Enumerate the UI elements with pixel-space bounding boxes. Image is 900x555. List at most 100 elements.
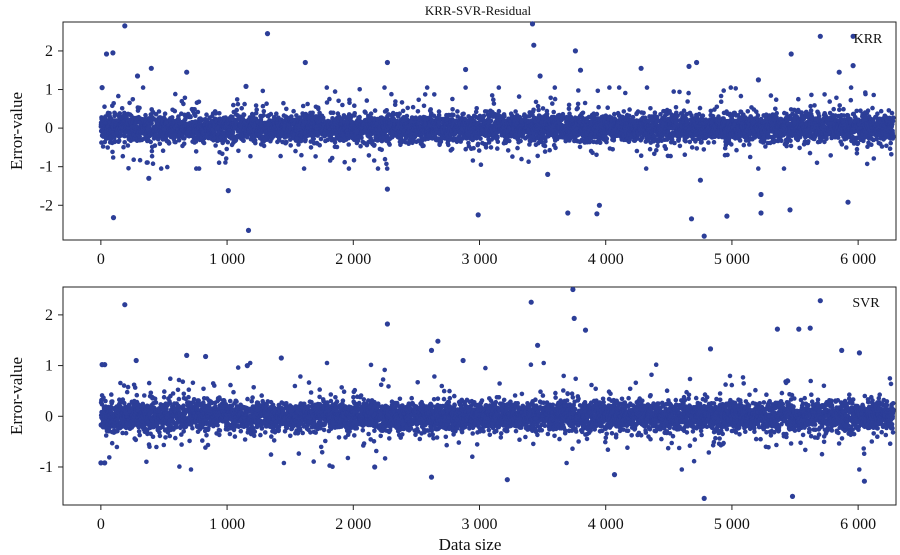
krr-data-point [308,145,314,150]
krr-data-point [424,85,430,90]
krr-data-point [387,142,392,147]
krr-data-point [384,161,389,167]
krr-data-point [213,143,218,148]
krr-data-point [421,143,426,148]
krr-data-point [347,100,352,106]
krr-data-point [122,133,127,139]
krr-data-point [182,95,188,101]
krr-data-point [158,166,164,171]
krr-data-point [260,88,266,94]
krr-data-point [182,136,187,141]
krr-data-point [725,152,730,158]
krr-data-point [689,145,695,150]
krr-data-point [663,146,669,151]
krr-data-point [432,92,437,97]
krr-data-point [116,93,121,99]
krr-data-point [714,104,720,110]
krr-data-point [685,99,690,104]
krr-data-point [157,141,163,147]
krr-data-point [332,89,338,94]
krr-data-point [327,96,332,102]
krr-data-point [421,103,427,109]
krr-data-point [371,158,377,163]
krr-data-point [281,100,286,106]
krr-data-point [415,109,421,114]
krr-data-point [284,106,289,112]
krr-data-point [193,113,198,118]
krr-data-point [516,94,522,99]
krr-data-point [288,143,294,148]
krr-data-point [455,109,460,114]
krr-data-point [111,101,116,106]
krr-data-point [495,135,500,140]
krr-data-point [235,101,241,107]
krr-data-point [612,111,617,117]
krr-data-point [634,148,640,154]
krr-data-point [597,140,603,145]
krr-data-point [718,99,724,104]
krr-data-point [547,147,552,153]
krr-data-point [446,142,451,148]
krr-data-point [126,166,131,171]
krr-data-point [324,85,330,90]
krr-data-point [488,145,494,150]
krr-data-point [502,113,507,119]
krr-data-point [575,105,580,111]
krr-data-point [113,112,118,117]
krr-data-point [673,105,679,110]
krr-data-point [236,148,241,154]
krr-data-point [140,85,146,90]
krr-data-point [399,100,405,105]
krr-data-point [100,144,106,149]
krr-data-point [721,88,726,93]
krr-data-point [604,136,610,141]
krr-data-point [346,166,352,171]
krr-data-point [316,106,321,112]
krr-data-point [478,162,484,167]
krr-data-point [176,138,182,143]
krr-data-point [607,85,612,90]
krr-data-point [611,138,617,143]
krr-data-point [278,153,283,159]
krr-data-point [112,138,118,144]
krr-data-point [594,111,600,117]
krr-points [98,21,896,239]
krr-data-point [303,137,308,142]
krr-data-point [162,111,168,116]
krr-data-point [366,153,372,158]
krr-data-point [577,144,583,150]
krr-data-point [531,107,536,113]
krr-data-point [654,148,659,153]
krr-data-point [416,97,422,103]
krr-data-point [683,138,688,144]
krr-data-point [305,101,310,107]
krr-data-point [471,145,476,151]
krr-data-point [507,138,512,144]
krr-data-point [542,149,548,154]
krr-data-point [488,118,494,124]
krr-data-point [357,87,363,92]
krr-data-point [576,88,581,93]
krr-data-point [340,102,345,108]
krr-data-point [149,153,155,159]
krr-data-point [121,144,126,150]
krr-data-point [301,166,307,171]
krr-data-point [463,85,468,90]
krr-data-point [701,147,707,152]
krr-data-point [382,156,388,162]
krr-data-point [451,112,456,118]
krr-data-point [505,148,511,153]
krr-data-point [149,148,155,154]
krr-data-point [567,136,573,141]
krr-data-point [533,99,539,105]
krr-data-point [160,148,166,153]
krr-data-point [230,130,236,135]
krr-data-point [621,109,627,114]
krr-data-point [149,121,154,126]
krr-data-point [551,109,556,115]
krr-data-point [461,111,466,117]
krr-data-point [173,91,178,97]
krr-data-point [99,140,104,145]
krr-data-point [686,90,691,96]
krr-data-point [677,89,682,95]
